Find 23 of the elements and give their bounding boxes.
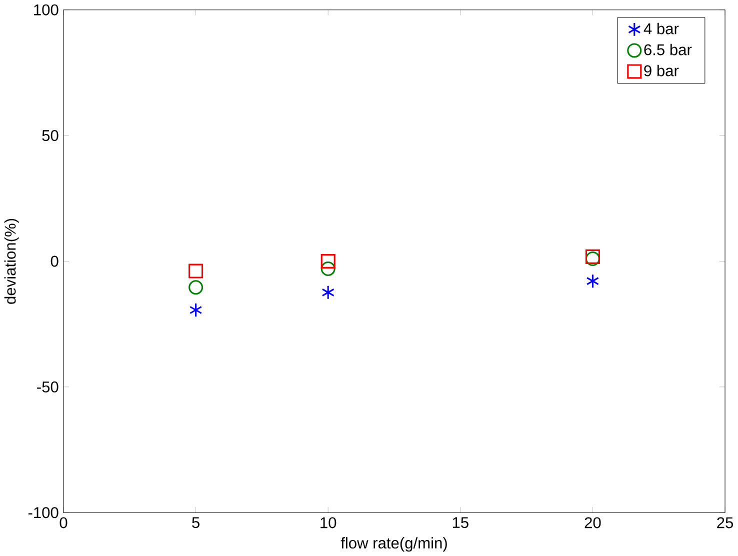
x-tick-label: 20 [584, 517, 601, 528]
point [320, 262, 336, 276]
point [586, 274, 600, 288]
point [320, 254, 336, 269]
point [188, 264, 204, 278]
x-tick-label: 10 [320, 517, 336, 528]
y-tick-label: 0 [50, 256, 58, 267]
x-tick-label: 15 [452, 517, 468, 528]
point [189, 302, 202, 318]
x-axis-title: flow rate(g/min) [340, 537, 447, 552]
legend-label: 6.5 bar [644, 44, 692, 56]
y-axis-title: deviation(%) [4, 218, 19, 304]
x-tick-label: 5 [192, 517, 200, 528]
legend-label: 4 bar [644, 22, 679, 34]
y-tick-label: -100 [28, 507, 58, 518]
point [322, 285, 334, 300]
x-tick-label: 25 [717, 517, 734, 528]
y-tick-label: 50 [42, 130, 58, 142]
y-tick-label: 100 [34, 4, 58, 16]
y-tick-label: -50 [37, 381, 58, 392]
x-tick-label: 0 [60, 517, 68, 528]
legend-label: 9 bar [644, 64, 679, 76]
point [188, 280, 204, 295]
